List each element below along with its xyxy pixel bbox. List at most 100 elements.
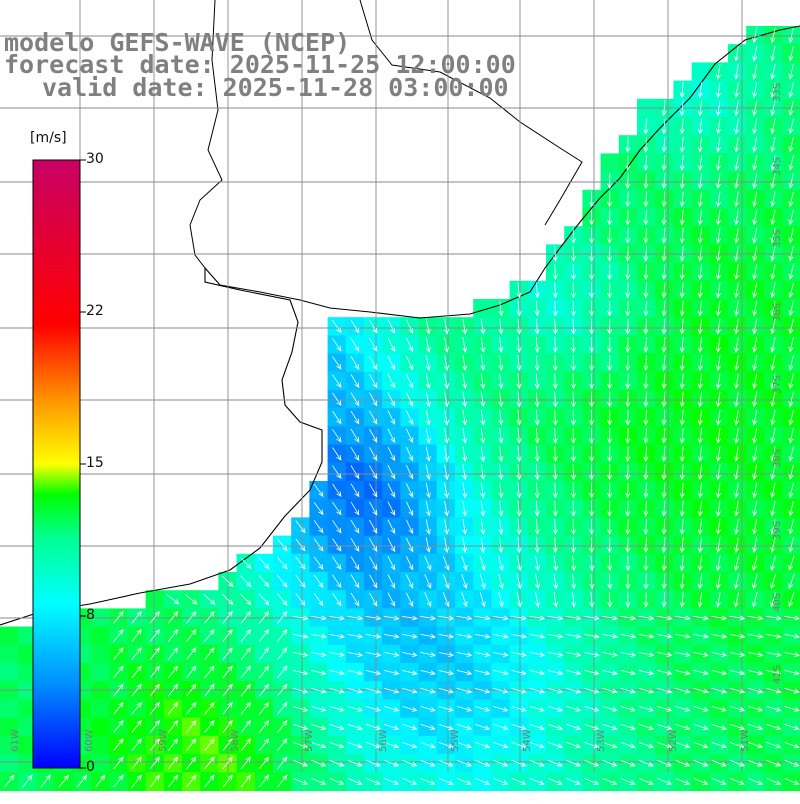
- speed-cell: [163, 754, 183, 773]
- wind-arrow: [697, 337, 703, 353]
- speed-cell: [91, 644, 110, 664]
- wind-arrow: [589, 282, 595, 299]
- wind-arrow: [788, 318, 794, 335]
- wind-arrow: [643, 537, 649, 554]
- wind-arrow: [95, 774, 106, 788]
- wind-arrow: [643, 464, 649, 481]
- wind-arrow: [784, 615, 800, 621]
- speed-cell: [127, 681, 147, 700]
- wind-arrow: [493, 778, 509, 785]
- wind-arrow: [402, 742, 418, 749]
- wind-arrow: [405, 483, 414, 498]
- wind-arrow: [311, 724, 327, 731]
- wind-arrow: [766, 706, 782, 712]
- wind-arrow: [643, 227, 649, 244]
- wind-arrow: [620, 778, 636, 785]
- wind-arrow: [715, 318, 721, 335]
- wind-arrow: [480, 482, 486, 499]
- wind-arrow: [498, 573, 504, 590]
- wind-arrow: [511, 615, 528, 621]
- wind-arrow: [475, 724, 491, 731]
- wind-arrow: [656, 652, 673, 657]
- wind-arrow: [534, 409, 540, 426]
- speed-cell: [91, 754, 110, 773]
- wind-arrow: [369, 592, 378, 607]
- wind-arrow: [405, 555, 414, 571]
- wind-arrow: [734, 191, 740, 208]
- wind-arrow: [697, 155, 703, 171]
- wind-arrow: [734, 391, 740, 408]
- wind-arrow: [350, 337, 360, 352]
- wind-arrow: [752, 64, 758, 80]
- wind-arrow: [734, 318, 740, 335]
- speed-cell: [182, 663, 201, 682]
- wind-arrow: [186, 738, 197, 752]
- speed-cell: [0, 735, 19, 755]
- wind-arrow: [584, 652, 600, 657]
- wind-arrow: [383, 633, 400, 639]
- wind-arrow: [589, 518, 595, 535]
- wind-arrow: [656, 670, 673, 676]
- wind-arrow: [405, 410, 414, 425]
- wind-arrow: [369, 356, 378, 370]
- wind-arrow: [770, 191, 776, 208]
- wind-arrow: [511, 670, 527, 676]
- speed-cell: [273, 717, 292, 737]
- wind-arrow: [589, 500, 595, 517]
- wind-arrow: [313, 574, 324, 588]
- wind-arrow: [788, 264, 794, 280]
- wind-arrow: [292, 615, 309, 621]
- speed-cell: [273, 663, 292, 682]
- wind-arrow: [480, 500, 486, 517]
- wind-arrow: [697, 300, 703, 317]
- wind-arrow: [516, 482, 522, 499]
- wind-arrow: [625, 154, 631, 171]
- speed-cell: [18, 644, 37, 664]
- wind-arrow: [770, 337, 776, 353]
- wind-arrow: [350, 592, 360, 607]
- wind-arrow: [679, 446, 685, 463]
- wind-arrow: [734, 446, 740, 463]
- wind-arrow: [443, 355, 449, 372]
- wind-arrow: [457, 778, 472, 785]
- wind-arrow: [347, 688, 364, 694]
- wind-arrow: [697, 282, 703, 299]
- wind-arrow: [240, 665, 251, 679]
- speed-cell: [200, 644, 219, 664]
- speed-cell: [273, 644, 292, 664]
- wind-arrow: [258, 647, 270, 661]
- wind-arrow: [493, 652, 509, 657]
- wind-arrow: [516, 446, 522, 463]
- speed-cell: [0, 644, 19, 664]
- wind-arrow: [770, 264, 776, 280]
- wind-arrow: [620, 688, 637, 694]
- wind-arrow: [113, 647, 124, 661]
- wind-arrow: [113, 683, 124, 697]
- wind-arrow: [420, 670, 436, 676]
- wind-arrow: [240, 738, 251, 752]
- wind-arrow: [607, 409, 613, 426]
- wind-arrow: [438, 760, 454, 767]
- wind-arrow: [442, 573, 450, 589]
- wind-arrow: [402, 615, 418, 621]
- wind-arrow: [167, 647, 179, 661]
- wind-arrow: [747, 670, 764, 676]
- wind-arrow: [240, 701, 251, 715]
- wind-arrow: [661, 336, 667, 353]
- wind-arrow: [770, 373, 776, 390]
- wind-arrow: [462, 373, 468, 390]
- wind-arrow: [295, 520, 306, 534]
- wind-arrow: [387, 319, 396, 334]
- wind-arrow: [661, 573, 667, 590]
- wind-arrow: [292, 670, 309, 676]
- wind-arrow: [607, 537, 613, 554]
- wind-arrow: [693, 633, 710, 639]
- wind-arrow: [643, 282, 649, 299]
- colorbar-tick-8: 8: [86, 607, 95, 623]
- wind-arrow: [748, 760, 764, 767]
- wind-arrow: [186, 665, 197, 679]
- wind-arrow: [277, 756, 288, 770]
- wind-arrow: [734, 227, 740, 244]
- wind-arrow: [661, 373, 667, 390]
- wind-arrow: [534, 464, 540, 481]
